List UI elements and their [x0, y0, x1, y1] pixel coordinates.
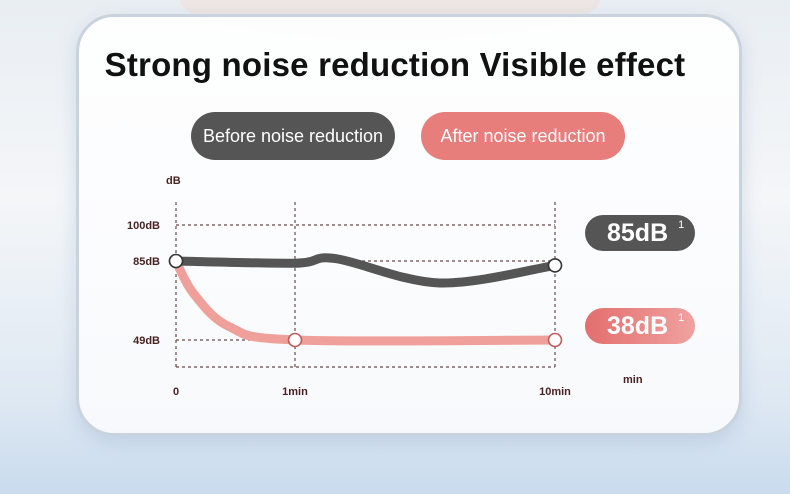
after-value-badge: 38dB 1	[585, 308, 695, 344]
x-axis-label: min	[623, 374, 643, 386]
y-axis-label: dB	[166, 175, 181, 187]
before-data-point	[547, 258, 563, 273]
page-title: Strong noise reduction Visible effect	[104, 46, 686, 83]
y-tick-label: 49dB	[133, 335, 160, 347]
legend-before: Before noise reduction	[191, 112, 395, 160]
y-tick-label: 100dB	[127, 220, 160, 232]
x-tick-label: 1min	[282, 386, 308, 398]
before-value-badge: 85dB 1	[585, 215, 695, 251]
after-data-point	[287, 332, 303, 348]
x-tick-label: 10min	[539, 386, 571, 398]
after-data-point	[547, 332, 563, 348]
before-series-line	[171, 253, 560, 288]
legend-after: After noise reduction	[421, 112, 625, 160]
before-data-point	[168, 253, 184, 269]
x-tick-label: 0	[173, 386, 179, 398]
after-series-line	[171, 256, 560, 346]
y-tick-label: 85dB	[133, 256, 160, 268]
